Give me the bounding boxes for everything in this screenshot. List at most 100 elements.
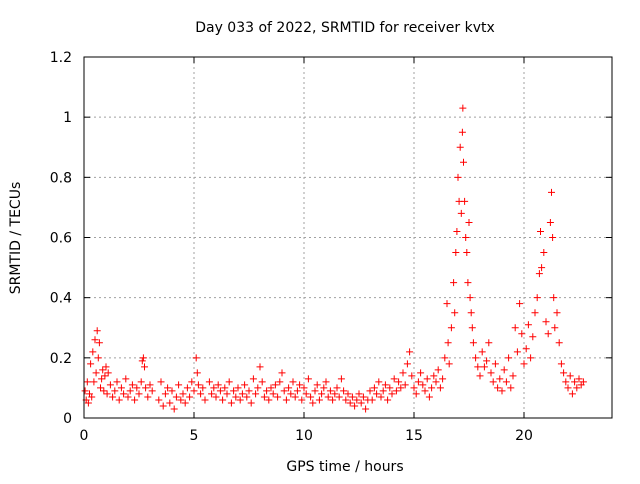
- data-point: [399, 369, 407, 377]
- y-tick-label: 1: [63, 110, 72, 126]
- data-point: [384, 396, 392, 404]
- data-point: [179, 390, 187, 398]
- data-point: [138, 357, 146, 365]
- data-point: [234, 384, 242, 392]
- data-point: [318, 390, 326, 398]
- data-point: [172, 393, 180, 401]
- data-point: [89, 348, 97, 356]
- data-point: [373, 390, 381, 398]
- data-point: [186, 393, 194, 401]
- data-point: [560, 369, 568, 377]
- y-tick-label: 0.2: [50, 351, 72, 367]
- data-point: [124, 393, 132, 401]
- data-point: [199, 384, 207, 392]
- data-point: [453, 227, 461, 235]
- data-point: [469, 339, 477, 347]
- data-point: [544, 330, 552, 338]
- data-point: [476, 372, 484, 380]
- data-point: [170, 405, 178, 413]
- data-point: [377, 393, 385, 401]
- data-point: [298, 396, 306, 404]
- data-points: [81, 104, 587, 413]
- x-tick-label: 0: [80, 428, 89, 444]
- data-point: [457, 209, 465, 217]
- data-point: [126, 387, 134, 395]
- data-point: [183, 384, 191, 392]
- data-point: [430, 372, 438, 380]
- data-point: [568, 390, 576, 398]
- data-point: [566, 372, 574, 380]
- data-point: [462, 234, 470, 241]
- data-point: [106, 381, 114, 389]
- data-point: [417, 369, 425, 377]
- data-point: [408, 372, 416, 380]
- data-point: [296, 381, 304, 389]
- data-point: [436, 384, 444, 392]
- data-point: [291, 393, 299, 401]
- data-point: [263, 387, 271, 395]
- x-axis-label: GPS time / hours: [286, 459, 403, 475]
- data-point: [379, 387, 387, 395]
- data-point: [232, 393, 240, 401]
- data-point: [540, 249, 548, 257]
- data-point: [95, 339, 103, 347]
- data-point: [265, 396, 273, 404]
- data-point: [274, 393, 282, 401]
- data-point: [392, 387, 400, 395]
- y-axis-label: SRMTID / TECUs: [8, 182, 24, 295]
- data-point: [120, 390, 128, 398]
- data-point: [181, 399, 189, 407]
- data-point: [87, 360, 95, 368]
- data-point: [485, 339, 493, 347]
- data-point: [527, 354, 535, 362]
- data-point: [256, 363, 264, 371]
- data-point: [329, 396, 337, 404]
- data-point: [460, 158, 467, 166]
- data-point: [562, 378, 570, 386]
- data-point: [434, 366, 442, 374]
- data-point: [412, 390, 420, 398]
- data-point: [474, 363, 482, 371]
- data-point: [166, 399, 174, 407]
- data-point: [468, 324, 476, 332]
- data-point: [362, 405, 370, 413]
- data-point: [520, 360, 528, 368]
- data-point: [406, 348, 414, 356]
- data-point: [531, 309, 539, 317]
- data-point: [573, 384, 581, 392]
- data-point: [81, 387, 89, 395]
- data-point: [214, 381, 222, 389]
- x-tick-label: 15: [405, 428, 423, 444]
- data-point: [210, 384, 218, 392]
- data-point: [161, 390, 169, 398]
- data-point: [131, 396, 139, 404]
- data-point: [390, 375, 398, 383]
- data-point: [122, 375, 130, 383]
- data-point: [466, 294, 474, 302]
- data-point: [461, 197, 469, 205]
- data-point: [93, 327, 101, 335]
- data-point: [425, 393, 433, 401]
- data-point: [344, 390, 352, 398]
- y-tick-label: 0.4: [50, 291, 72, 307]
- data-point: [542, 318, 550, 326]
- data-point: [90, 378, 98, 386]
- y-tick-label: 1.2: [50, 50, 72, 66]
- data-point: [337, 375, 345, 383]
- data-point: [464, 279, 472, 287]
- data-point: [423, 375, 431, 383]
- data-point: [324, 393, 332, 401]
- data-point: [311, 387, 319, 395]
- data-point: [368, 396, 376, 404]
- data-point: [320, 384, 328, 392]
- data-point: [375, 378, 383, 386]
- data-point: [518, 330, 526, 338]
- x-tick-label: 10: [295, 428, 313, 444]
- data-point: [276, 378, 284, 386]
- data-point: [348, 393, 356, 401]
- data-point: [247, 399, 255, 407]
- data-point: [421, 387, 429, 395]
- data-point: [456, 143, 464, 151]
- chart-title: Day 033 of 2022, SRMTID for receiver kvt…: [195, 20, 495, 36]
- data-point: [92, 369, 100, 377]
